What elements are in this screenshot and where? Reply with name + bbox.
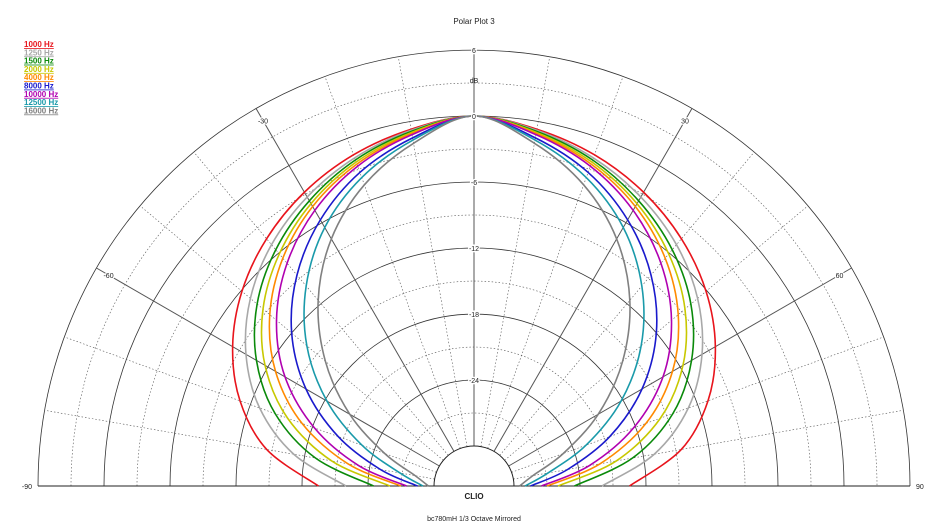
polar-labels: Polar Plot 3 dB CLIO bc780mH 1/3 Octave …: [21, 17, 926, 523]
minor-spoke: [44, 409, 435, 480]
major-spoke: [508, 267, 852, 467]
minor-spoke: [193, 151, 449, 456]
polar-grid: [37, 49, 911, 487]
radial-tick-label: -12: [469, 246, 479, 253]
major-spoke: [96, 267, 440, 467]
minor-spoke: [64, 336, 437, 473]
chart-subtitle: bc780mH 1/3 Octave Mirrored: [427, 516, 521, 523]
angle-tick-label: 30: [681, 119, 689, 126]
legend-item: 1250 Hz: [24, 48, 54, 57]
brand-label: CLIO: [464, 492, 483, 501]
minor-spoke: [397, 56, 468, 447]
minor-spoke: [139, 205, 444, 461]
radial-unit-label: dB: [470, 78, 479, 85]
minor-spoke: [511, 336, 884, 473]
legend-item: 1500 Hz: [24, 57, 54, 66]
legend-item: 8000 Hz: [24, 82, 54, 91]
minor-spoke: [499, 151, 755, 456]
radial-tick-label: -24: [469, 378, 479, 385]
minor-spoke: [513, 409, 904, 480]
legend-item: 12500 Hz: [24, 98, 58, 107]
angle-tick-label: -60: [103, 273, 113, 280]
minor-spoke: [480, 56, 551, 447]
legend-item: 2000 Hz: [24, 65, 54, 74]
series-curve-16000-hz: [317, 115, 631, 487]
minor-ring: [70, 82, 878, 487]
legend-item: 16000 Hz: [24, 106, 58, 115]
radial-tick-label: 0: [472, 114, 476, 121]
minor-spoke: [504, 205, 809, 461]
minor-spoke: [324, 76, 461, 449]
polar-curves: [231, 115, 717, 487]
major-spoke: [493, 108, 693, 452]
chart-title: Polar Plot 3: [453, 17, 495, 26]
angle-tick-label: 60: [836, 273, 844, 280]
radial-tick-label: -18: [469, 312, 479, 319]
angle-tick-label: 90: [916, 484, 924, 491]
radial-tick-label: -6: [471, 180, 477, 187]
minor-ring: [268, 280, 680, 487]
minor-ring: [202, 214, 746, 487]
minor-spoke: [487, 76, 624, 449]
major-spoke: [255, 108, 455, 452]
legend-item: 10000 Hz: [24, 90, 58, 99]
legend-item: 4000 Hz: [24, 73, 54, 82]
angle-tick-label: -30: [258, 119, 268, 126]
legend-item: 1000 Hz: [24, 40, 54, 49]
radial-tick-label: 6: [472, 48, 476, 55]
center-cap: [433, 445, 515, 487]
angle-tick-label: -90: [22, 484, 32, 491]
